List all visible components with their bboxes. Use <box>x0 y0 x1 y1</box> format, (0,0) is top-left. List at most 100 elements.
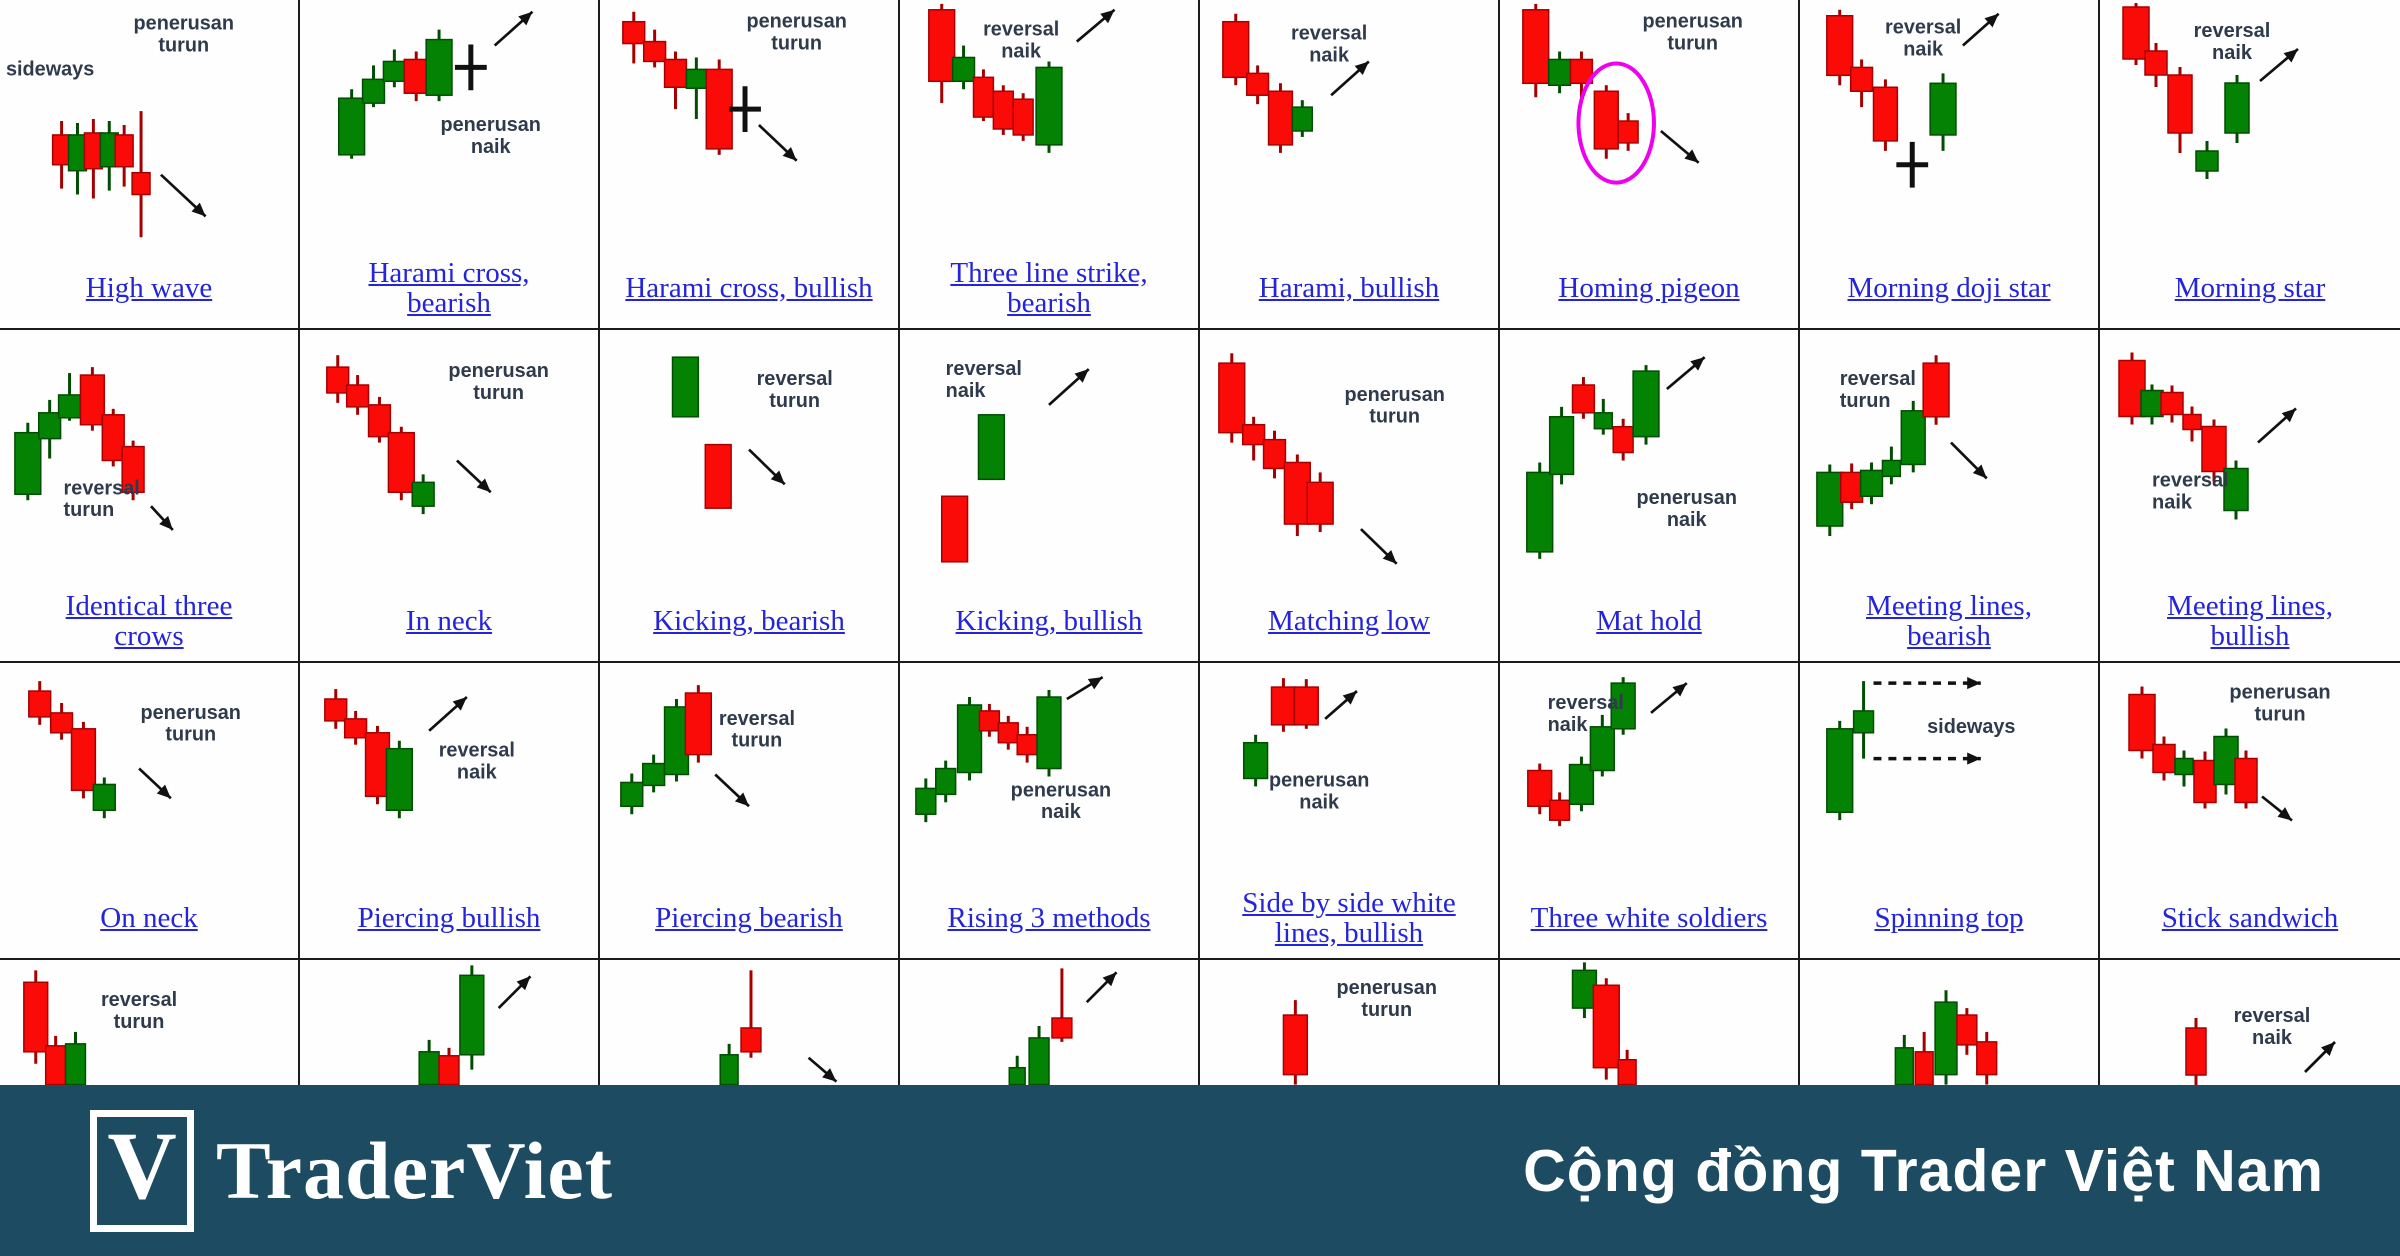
arrow-head-icon <box>476 478 491 493</box>
pattern-cell-three-white-soldiers: reversal naik Three white soldiers <box>1500 663 1800 958</box>
pattern-cell-piercing-bearish: reversal turun Piercing bearish <box>600 663 900 958</box>
pattern-link-matching-low[interactable]: Matching low <box>1268 605 1430 638</box>
annotation-text: penerusan <box>2229 682 2330 704</box>
annotation-text: penerusan <box>1337 977 1437 999</box>
annotation-text: penerusan <box>134 13 234 35</box>
arrow-head-icon <box>1074 369 1089 383</box>
annotation-text: reversal <box>64 477 140 499</box>
pattern-link-kicking-bullish[interactable]: Kicking, bullish <box>955 605 1143 638</box>
arrow-head-icon <box>2283 49 2298 63</box>
annotation-text: reversal <box>2152 470 2229 492</box>
annotation-text: naik <box>2152 492 2193 514</box>
pattern-link-morning-star[interactable]: Morning star <box>2174 272 2326 305</box>
annotation-text: turun <box>732 730 783 752</box>
annotation-text: reversal <box>983 19 1059 41</box>
annotation-text: penerusan <box>441 114 541 136</box>
pattern-link-mat-hold[interactable]: Mat hold <box>1596 605 1702 638</box>
arrow-head-icon <box>159 515 173 531</box>
annotation-text: naik <box>471 136 512 158</box>
pattern-label: Kicking, bearish <box>600 587 898 661</box>
pattern-link-morning-doji-star[interactable]: Morning doji star <box>1847 272 2051 305</box>
candlestick-figure <box>1008 968 1118 1085</box>
annotation-text: naik <box>1041 801 1082 823</box>
pattern-link-harami-bullish[interactable]: Harami, bullish <box>1258 272 1440 305</box>
pattern-link-rising-3-methods[interactable]: Rising 3 methods <box>947 902 1151 935</box>
arrow-head-icon <box>2281 408 2296 423</box>
pattern-label: Harami, bullish <box>1200 254 1498 328</box>
arrow-head-icon <box>1984 13 1999 28</box>
pattern-link-on-neck[interactable]: On neck <box>100 902 198 935</box>
pattern-link-kicking-bearish[interactable]: Kicking, bearish <box>653 605 845 638</box>
arrow-head-icon <box>1100 9 1115 24</box>
pattern-link-piercing-bearish[interactable]: Piercing bearish <box>655 902 843 935</box>
annotation-text: turun <box>769 390 820 412</box>
pattern-cell-row4-col2 <box>300 960 600 1085</box>
pattern-link-piercing-bullish[interactable]: Piercing bullish <box>357 902 541 935</box>
pattern-label: Meeting lines, bearish <box>1800 587 2098 661</box>
annotation-text: naik <box>457 761 498 783</box>
annotation-text: naik <box>1001 40 1042 62</box>
arrow-head-icon <box>1382 549 1397 564</box>
pattern-cell-row4-col6 <box>1500 960 1800 1085</box>
traderviet-logo[interactable]: V TraderViet <box>90 1109 613 1232</box>
pattern-link-high-wave[interactable]: High wave <box>85 272 213 305</box>
pattern-link-harami-cross-bullish[interactable]: Harami cross, bullish <box>625 272 873 305</box>
pattern-label: Meeting lines, bullish <box>2100 587 2400 661</box>
pattern-row-4: reversal turun penerusan turun reversal naik <box>0 960 2400 1085</box>
arrow-head-icon <box>1967 677 1981 690</box>
pattern-label: Matching low <box>1200 587 1498 661</box>
annotation-text: penerusan <box>1344 384 1444 406</box>
pattern-link-spinning-top[interactable]: Spinning top <box>1874 902 2024 935</box>
pattern-grid: sideways penerusan turun High wave penerusan… <box>0 0 2400 1085</box>
annotation-text: penerusan <box>141 702 241 724</box>
annotation-text: penerusan <box>746 11 846 33</box>
pattern-cell-stick-sandwich: penerusan turun Stick sandwich <box>2100 663 2400 958</box>
annotation-text: penerusan <box>1269 769 1369 791</box>
arrow-head-icon <box>1684 149 1699 163</box>
arrow-head-icon <box>1087 677 1103 690</box>
annotation-text: reversal <box>719 708 795 730</box>
arrow-head-icon <box>191 202 206 217</box>
pattern-cell-rising-3-methods: penerusan naik Rising 3 methods <box>900 663 1200 958</box>
pattern-link-side-by-side-white-lines-bullish[interactable]: Side by side white lines, bullish <box>1242 887 1456 949</box>
arrow-head-icon <box>1342 691 1357 705</box>
pattern-cell-high-wave: sideways penerusan turun High wave <box>0 0 300 328</box>
annotation-text: naik <box>1667 509 1708 531</box>
pattern-link-homing-pigeon[interactable]: Homing pigeon <box>1558 272 1740 305</box>
pattern-label: Stick sandwich <box>2100 884 2400 958</box>
pattern-cell-side-by-side-white-lines-bullish: penerusan naik Side by side white lines, b… <box>1200 663 1500 958</box>
pattern-link-stick-sandwich[interactable]: Stick sandwich <box>2161 902 2339 935</box>
pattern-link-three-line-strike-bearish[interactable]: Three line strike, bearish <box>950 257 1148 319</box>
arrow-head-icon <box>1354 61 1369 76</box>
pattern-link-in-neck[interactable]: In neck <box>405 605 493 638</box>
pattern-link-three-white-soldiers[interactable]: Three white soldiers <box>1530 902 1768 935</box>
pattern-label: Three white soldiers <box>1500 884 1798 958</box>
pattern-label: Side by side white lines, bullish <box>1200 884 1498 958</box>
pattern-link-identical-three-crows[interactable]: Identical three crows <box>65 590 233 652</box>
pattern-label: Mat hold <box>1500 587 1798 661</box>
candlestick-figure <box>1894 990 1998 1085</box>
pattern-link-meeting-lines-bullish[interactable]: Meeting lines, bullish <box>2167 590 2333 652</box>
annotation-text: turun <box>114 1011 165 1033</box>
pattern-link-meeting-lines-bearish[interactable]: Meeting lines, bearish <box>1866 590 2032 652</box>
annotation-text: penerusan <box>1011 779 1111 801</box>
pattern-link-harami-cross-bearish[interactable]: Harami cross, bearish <box>368 257 530 319</box>
annotation-text: naik <box>2252 1027 2293 1049</box>
highlight-ellipse <box>1576 61 1656 185</box>
logo-letter: V <box>107 1111 177 1219</box>
pattern-label: On neck <box>0 884 298 958</box>
pattern-label: Spinning top <box>1800 884 2098 958</box>
pattern-cell-kicking-bullish: reversal naik Kicking, bullish <box>900 330 1200 661</box>
annotation-text: reversal <box>946 358 1022 380</box>
pattern-label: Rising 3 methods <box>900 884 1198 958</box>
